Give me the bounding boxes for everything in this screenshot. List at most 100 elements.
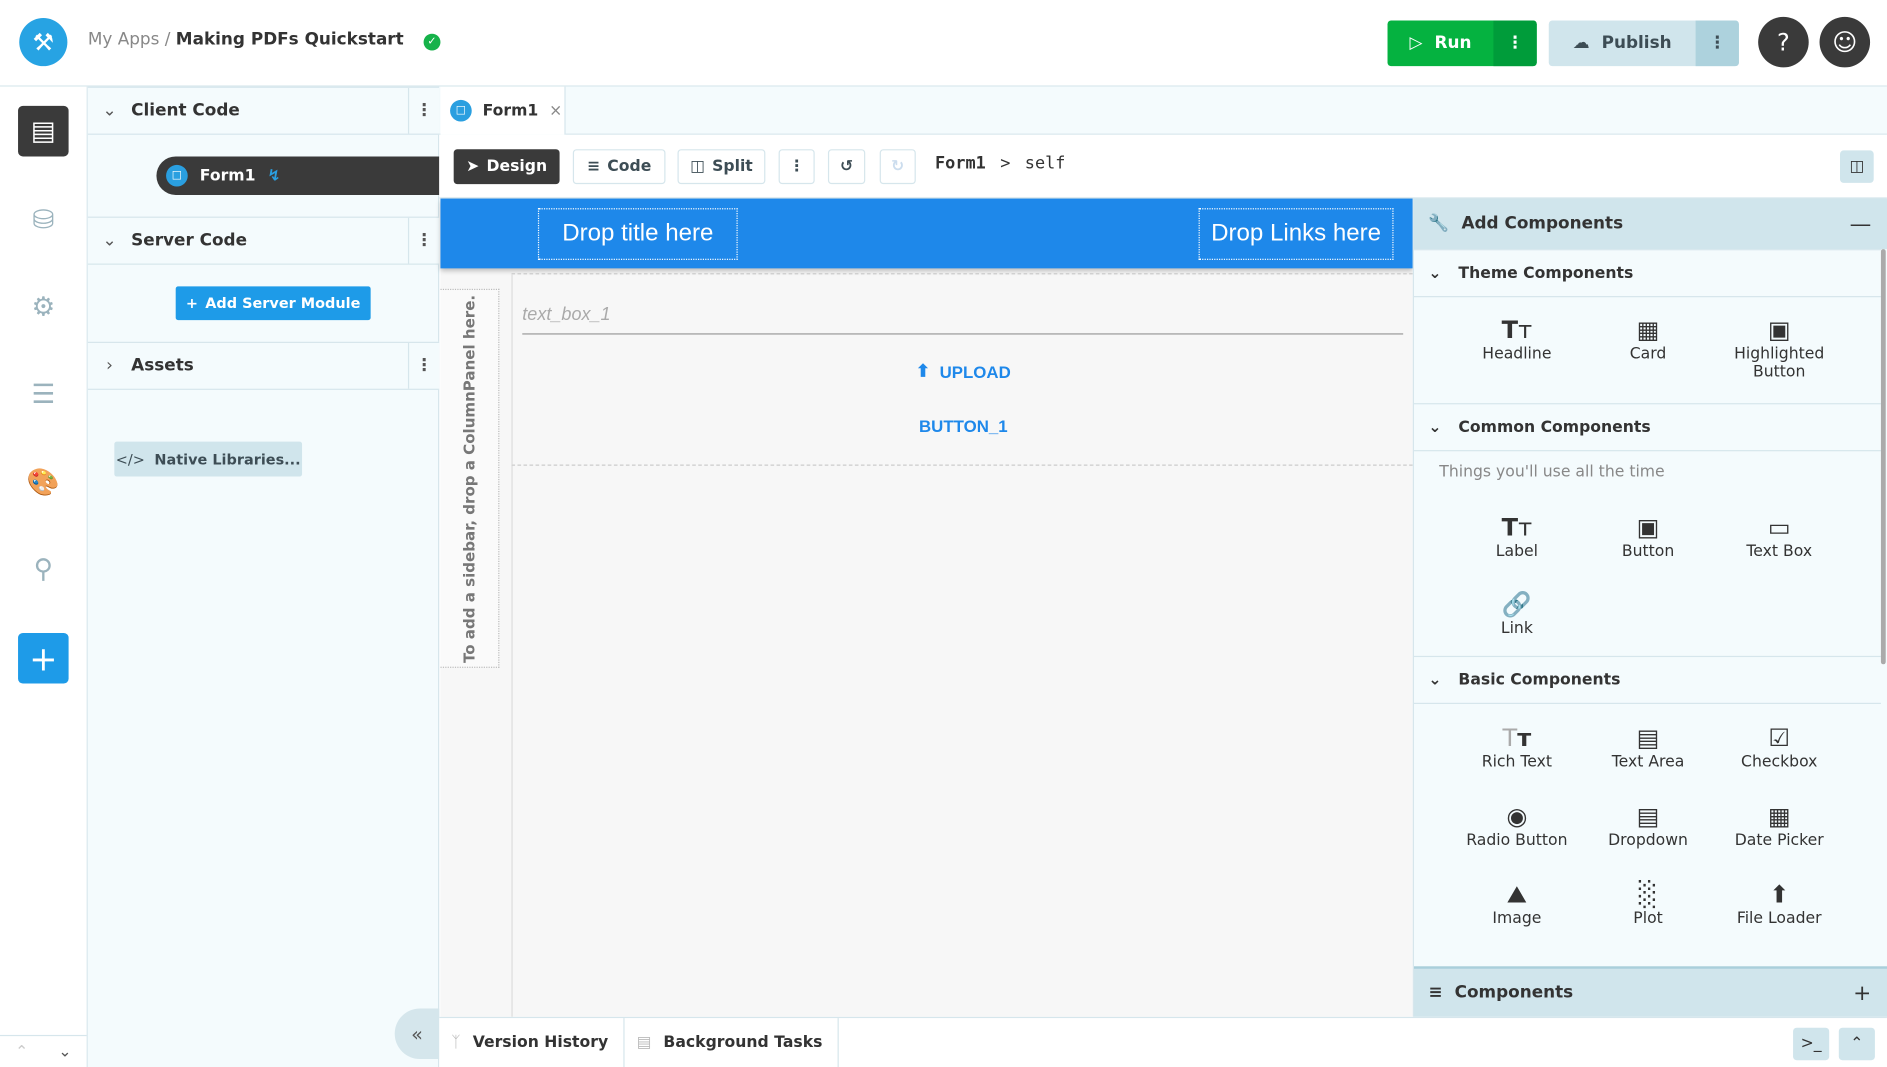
breadcrumb: My Apps / Making PDFs Quickstart ✓: [87, 30, 441, 51]
redo-icon: ↻: [891, 157, 905, 176]
layout-icon: ◫: [1849, 157, 1865, 176]
chevron-down-icon[interactable]: ⌄: [58, 1042, 72, 1061]
version-history-button[interactable]: ᛉ Version History: [439, 1018, 625, 1067]
upload-icon: ⬆: [915, 361, 930, 381]
server-code-menu[interactable]: ⋮: [407, 217, 439, 264]
list-icon[interactable]: ☰: [31, 379, 56, 410]
theme-components-group[interactable]: ⌄ Theme Components: [1413, 249, 1881, 298]
component-date-picker[interactable]: ▦ Date Picker: [1714, 800, 1845, 849]
client-code-menu[interactable]: ⋮: [407, 87, 439, 134]
form-navbar: Drop title here Drop Links here: [440, 198, 1413, 269]
search-icon[interactable]: ⚲: [33, 554, 54, 585]
component-highlighted-button[interactable]: ▣ Highlighted Button: [1714, 314, 1845, 381]
gear-icon[interactable]: ⚙: [31, 291, 56, 322]
user-icon: ☺: [1832, 27, 1858, 57]
chevron-up-icon: ⌃: [1850, 1034, 1864, 1053]
component-headline[interactable]: Tᴛ Headline: [1451, 314, 1582, 363]
common-components-group[interactable]: ⌄ Common Components: [1413, 403, 1881, 452]
run-button[interactable]: ▷ Run: [1409, 33, 1472, 53]
undo-button[interactable]: ↺: [827, 149, 866, 185]
design-button[interactable]: ➤ Design: [453, 149, 560, 185]
component-checkbox[interactable]: ☑ Checkbox: [1714, 722, 1845, 771]
component-button[interactable]: ▣ Button: [1582, 511, 1713, 561]
component-label[interactable]: Tᴛ Label: [1451, 511, 1582, 561]
expand-plus-icon[interactable]: +: [1853, 980, 1872, 1006]
highlighted-button-icon: ▣: [1767, 315, 1791, 345]
button-1[interactable]: BUTTON_1: [919, 416, 1008, 436]
client-code-section[interactable]: ⌄ Client Code ⋮: [87, 86, 440, 135]
component-text-area[interactable]: ▤ Text Area: [1582, 722, 1713, 771]
component-radio-button[interactable]: ◉ Radio Button: [1451, 800, 1582, 849]
publish-more-button[interactable]: ⋮: [1695, 20, 1739, 67]
sidebar-drop-zone[interactable]: To add a sidebar, drop a ColumnPanel her…: [440, 288, 500, 668]
anvil-logo[interactable]: ⚒: [19, 18, 68, 67]
add-icon[interactable]: +: [18, 632, 69, 684]
checkbox-icon: ☑: [1768, 723, 1791, 753]
publish-button[interactable]: ☁ Publish: [1572, 33, 1672, 53]
component-plot[interactable]: ░ Plot: [1582, 878, 1713, 928]
form1-item[interactable]: □ Form1 ↯: [156, 156, 440, 195]
chevron-down-icon: ⌄: [102, 231, 117, 251]
app-browser-icon[interactable]: ▤: [18, 105, 69, 157]
more-button[interactable]: ⋮: [778, 149, 815, 185]
assets-section[interactable]: › Assets ⋮: [87, 341, 440, 390]
database-icon[interactable]: ⛁: [32, 205, 55, 236]
chevron-down-icon: ⌄: [1428, 670, 1442, 689]
link-icon: 🔗: [1501, 589, 1532, 619]
components-tree-header[interactable]: ≡ Components +: [1413, 966, 1887, 1017]
add-server-module-button[interactable]: + Add Server Module: [175, 286, 371, 321]
component-text-box[interactable]: ▭ Text Box: [1714, 511, 1845, 561]
palette-icon[interactable]: 🎨: [26, 467, 60, 498]
collapse-panel-button[interactable]: «: [394, 1008, 440, 1059]
tab-form1[interactable]: □ Form1 ×: [440, 86, 566, 135]
cloud-upload-icon: ☁: [1572, 33, 1590, 53]
terminal-button[interactable]: >_: [1793, 1027, 1830, 1061]
run-more-button[interactable]: ⋮: [1493, 20, 1537, 67]
add-components-header[interactable]: 🔧 Add Components —: [1413, 198, 1887, 250]
form-icon: □: [450, 99, 472, 122]
close-icon[interactable]: ×: [549, 101, 563, 120]
code-button[interactable]: ≡ Code: [572, 149, 666, 185]
background-tasks-button[interactable]: ▤ Background Tasks: [625, 1018, 839, 1067]
divider: [511, 465, 513, 1017]
startup-bolt-icon: ↯: [267, 166, 281, 185]
component-link[interactable]: 🔗 Link: [1451, 588, 1582, 638]
minimize-icon[interactable]: —: [1849, 211, 1872, 237]
app-name[interactable]: Making PDFs Quickstart: [175, 30, 404, 50]
component-dropdown[interactable]: ▤ Dropdown: [1582, 800, 1713, 849]
assets-menu[interactable]: ⋮: [407, 342, 439, 389]
date-picker-icon: ▦: [1767, 801, 1791, 831]
drop-links-slot[interactable]: Drop Links here: [1198, 208, 1394, 260]
design-canvas[interactable]: Drop title here Drop Links here To add a…: [440, 198, 1413, 1017]
layout-toggle-button[interactable]: ◫: [1839, 150, 1874, 183]
text-box-1[interactable]: text_box_1: [522, 301, 1404, 335]
wrench-icon: 🔧: [1428, 214, 1450, 234]
drop-title-slot[interactable]: Drop title here: [537, 208, 738, 260]
rich-text-icon: Tᴛ: [1502, 723, 1532, 753]
editor-tabs: □ Form1 ×: [439, 86, 1887, 135]
breadcrumb-my-apps[interactable]: My Apps: [87, 30, 160, 50]
component-card[interactable]: ▦ Card: [1582, 314, 1713, 363]
content-panel[interactable]: text_box_1 ⬆ UPLOAD BUTTON_1: [511, 273, 1413, 466]
component-image[interactable]: ⛰ Image: [1451, 878, 1582, 928]
server-code-section[interactable]: ⌄ Server Code ⋮: [87, 216, 440, 265]
help-button[interactable]: ?: [1758, 16, 1809, 68]
component-rich-text[interactable]: Tᴛ Rich Text: [1451, 722, 1582, 771]
upload-file-loader[interactable]: ⬆ UPLOAD: [915, 361, 1011, 381]
native-libraries-button[interactable]: </> Native Libraries...: [114, 441, 303, 477]
icon-rail: ▤ ⛁ ⚙ ☰ 🎨 ⚲ + ⌃ ⌄: [0, 86, 88, 1067]
components-scrollbar[interactable]: [1880, 249, 1886, 665]
paper-plane-icon: ➤: [466, 157, 480, 176]
radio-button-icon: ◉: [1506, 801, 1528, 831]
label-icon: Tᴛ: [1501, 512, 1533, 542]
form-icon: □: [166, 164, 188, 187]
component-file-loader[interactable]: ⬆ File Loader: [1714, 878, 1845, 928]
chevron-up-icon[interactable]: ⌃: [15, 1042, 29, 1061]
split-button[interactable]: ◫ Split: [677, 149, 766, 185]
account-button[interactable]: ☺: [1819, 16, 1871, 68]
basic-components-group[interactable]: ⌄ Basic Components: [1413, 655, 1881, 704]
bottom-bar: ᛉ Version History ▤ Background Tasks >_ ⌃: [439, 1016, 1887, 1067]
headline-icon: Tᴛ: [1501, 315, 1533, 345]
expand-output-button[interactable]: ⌃: [1838, 1027, 1875, 1061]
redo-button[interactable]: ↻: [879, 149, 916, 185]
